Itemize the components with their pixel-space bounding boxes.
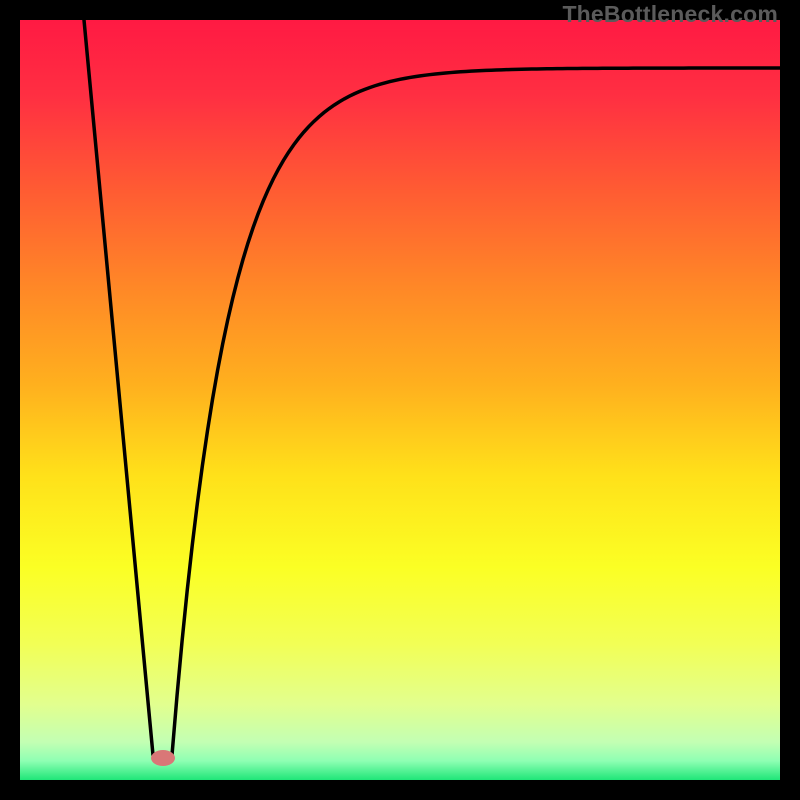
chart-frame: TheBottleneck.com xyxy=(0,0,800,800)
watermark-text: TheBottleneck.com xyxy=(562,1,778,28)
curve-layer xyxy=(0,0,800,800)
